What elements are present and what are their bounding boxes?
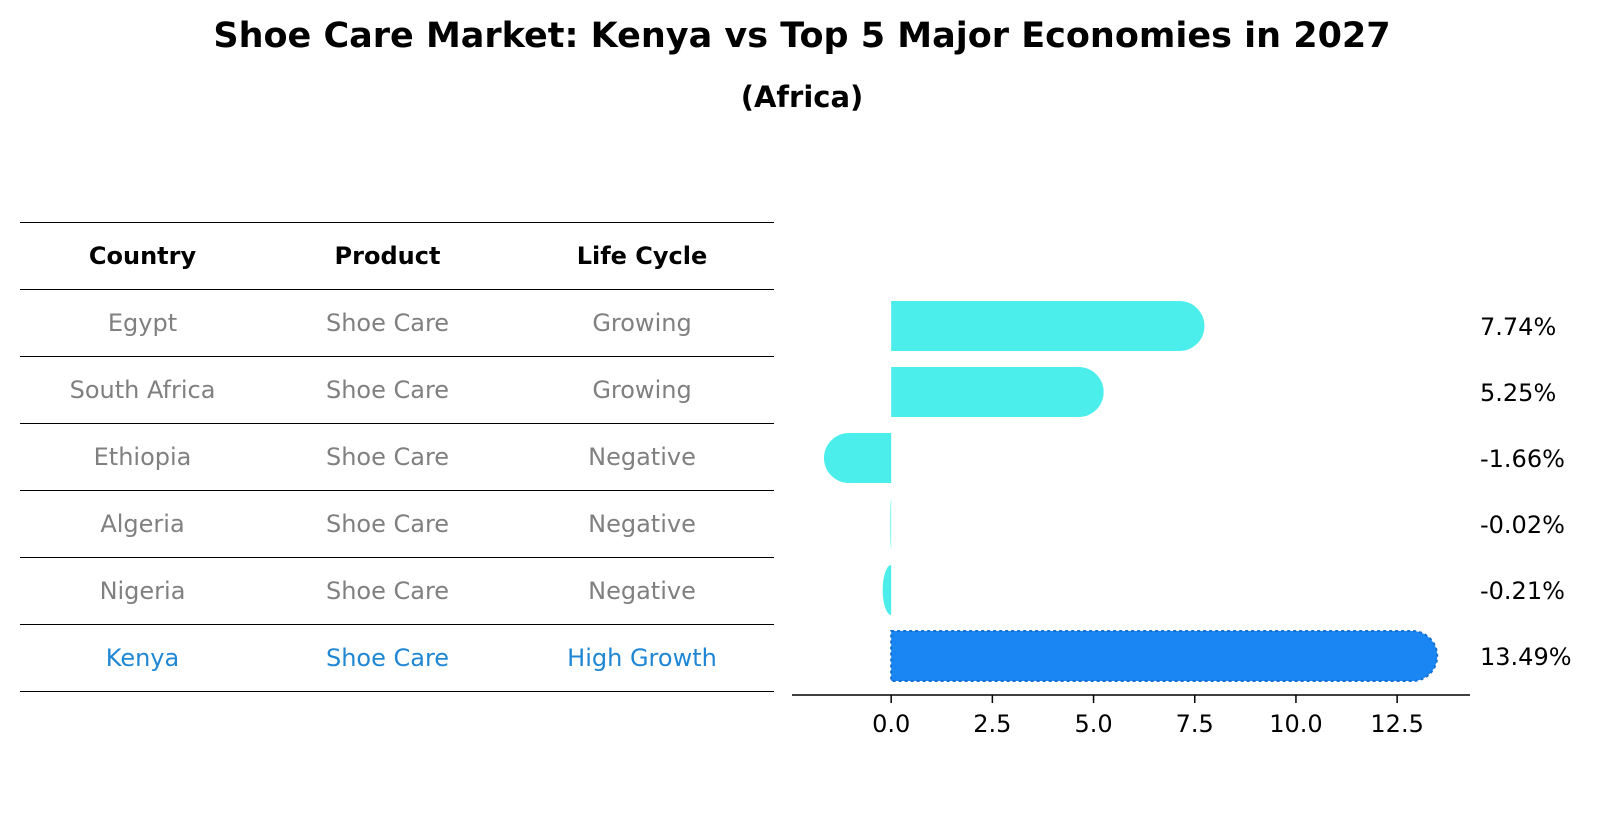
bar-nigeria	[882, 565, 892, 615]
header-country: Country	[20, 222, 265, 290]
cell-product: Shoe Care	[265, 490, 510, 558]
value-label-nigeria: -0.21%	[1480, 577, 1565, 605]
bar-kenya	[890, 630, 1439, 682]
market-table: Country Product Life Cycle Egypt Shoe Ca…	[20, 222, 774, 692]
table-row-highlight: Kenya Shoe Care High Growth	[20, 624, 774, 692]
cell-product: Shoe Care	[265, 423, 510, 491]
bar-algeria	[890, 499, 892, 549]
table-row: Egypt Shoe Care Growing	[20, 289, 774, 357]
chart-subtitle: (Africa)	[740, 80, 864, 114]
x-tick-label: 5.0	[1074, 710, 1112, 738]
x-tick-label: 10.0	[1269, 710, 1322, 738]
x-tick-label: 7.5	[1176, 710, 1214, 738]
cell-country: Algeria	[20, 490, 265, 558]
cell-product: Shoe Care	[265, 557, 510, 625]
cell-country: South Africa	[20, 356, 265, 424]
value-label-ethiopia: -1.66%	[1480, 445, 1565, 473]
cell-life-cycle: Growing	[510, 356, 774, 424]
table-row: Ethiopia Shoe Care Negative	[20, 423, 774, 491]
header-product: Product	[265, 222, 510, 290]
x-tick-label: 12.5	[1370, 710, 1423, 738]
cell-country: Nigeria	[20, 557, 265, 625]
cell-product: Shoe Care	[265, 624, 510, 692]
cell-life-cycle: High Growth	[510, 624, 774, 692]
cell-life-cycle: Growing	[510, 289, 774, 357]
table-row: Algeria Shoe Care Negative	[20, 490, 774, 558]
value-label-south-africa: 5.25%	[1480, 379, 1556, 407]
cell-life-cycle: Negative	[510, 490, 774, 558]
x-tick-label: 0.0	[872, 710, 910, 738]
cell-life-cycle: Negative	[510, 423, 774, 491]
table-row: Nigeria Shoe Care Negative	[20, 557, 774, 625]
bar-egypt	[891, 301, 1205, 351]
value-label-kenya: 13.49%	[1480, 643, 1572, 671]
x-tick-label: 2.5	[973, 710, 1011, 738]
cell-country: Egypt	[20, 289, 265, 357]
value-label-algeria: -0.02%	[1480, 511, 1565, 539]
cell-country: Ethiopia	[20, 423, 265, 491]
value-label-egypt: 7.74%	[1480, 313, 1556, 341]
cell-life-cycle: Negative	[510, 557, 774, 625]
chart-title: Shoe Care Market: Kenya vs Top 5 Major E…	[213, 16, 1391, 56]
cell-product: Shoe Care	[265, 356, 510, 424]
table-header-row: Country Product Life Cycle	[20, 222, 774, 290]
cell-product: Shoe Care	[265, 289, 510, 357]
table-row: South Africa Shoe Care Growing	[20, 356, 774, 424]
header-life-cycle: Life Cycle	[510, 222, 774, 290]
bar-south-africa	[891, 367, 1104, 417]
cell-country: Kenya	[20, 624, 265, 692]
bar-ethiopia	[823, 433, 892, 483]
